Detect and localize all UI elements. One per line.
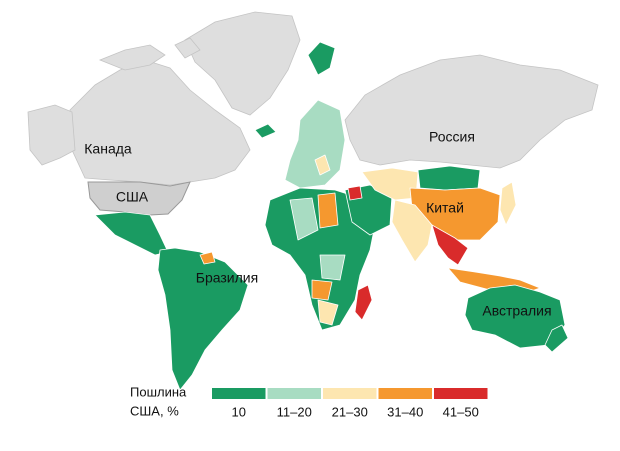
legend-label: 31–40 (387, 404, 423, 419)
madagascar (354, 284, 373, 321)
map-label: США (116, 189, 149, 205)
south-africa (317, 299, 339, 326)
iceland (254, 123, 277, 139)
europe (284, 99, 346, 189)
alaska (27, 104, 76, 166)
japan (499, 181, 517, 226)
mongolia (417, 165, 481, 191)
legend-title: Пошлина (130, 384, 187, 399)
legend-label: 11–20 (277, 404, 312, 419)
arctic-islands (98, 37, 201, 71)
syria (347, 185, 363, 201)
africa-light (289, 197, 346, 281)
legend: Пошлина США, % 10 11–20 21–30 31–40 41–50 (130, 384, 488, 419)
southeast-asia (431, 224, 469, 266)
russia (344, 54, 599, 169)
india (391, 199, 433, 263)
legend-label: 41–50 (443, 404, 479, 419)
map-label: Китай (426, 200, 464, 216)
map-label: Россия (429, 129, 475, 145)
guyana (199, 251, 216, 265)
legend-label: 21–30 (332, 404, 368, 419)
no-tariff-regions (27, 11, 599, 216)
svalbard (307, 41, 336, 76)
new-zealand (544, 324, 569, 353)
legend-swatch (378, 388, 432, 399)
legend-swatch (212, 388, 266, 399)
map-label: Канада (84, 141, 132, 157)
map-label: Бразилия (196, 270, 258, 286)
mexico (94, 211, 169, 256)
serbia (314, 154, 331, 176)
legend-swatch (434, 388, 488, 399)
legend-swatch (323, 388, 377, 399)
map-label: Австралия (482, 303, 551, 319)
legend-swatch (267, 388, 321, 399)
tariff-regions (94, 41, 569, 391)
greenland (184, 11, 301, 116)
usa (87, 181, 191, 216)
africa-orange (311, 192, 339, 301)
legend-label: 10 (232, 404, 246, 419)
legend-title: США, % (130, 403, 179, 418)
